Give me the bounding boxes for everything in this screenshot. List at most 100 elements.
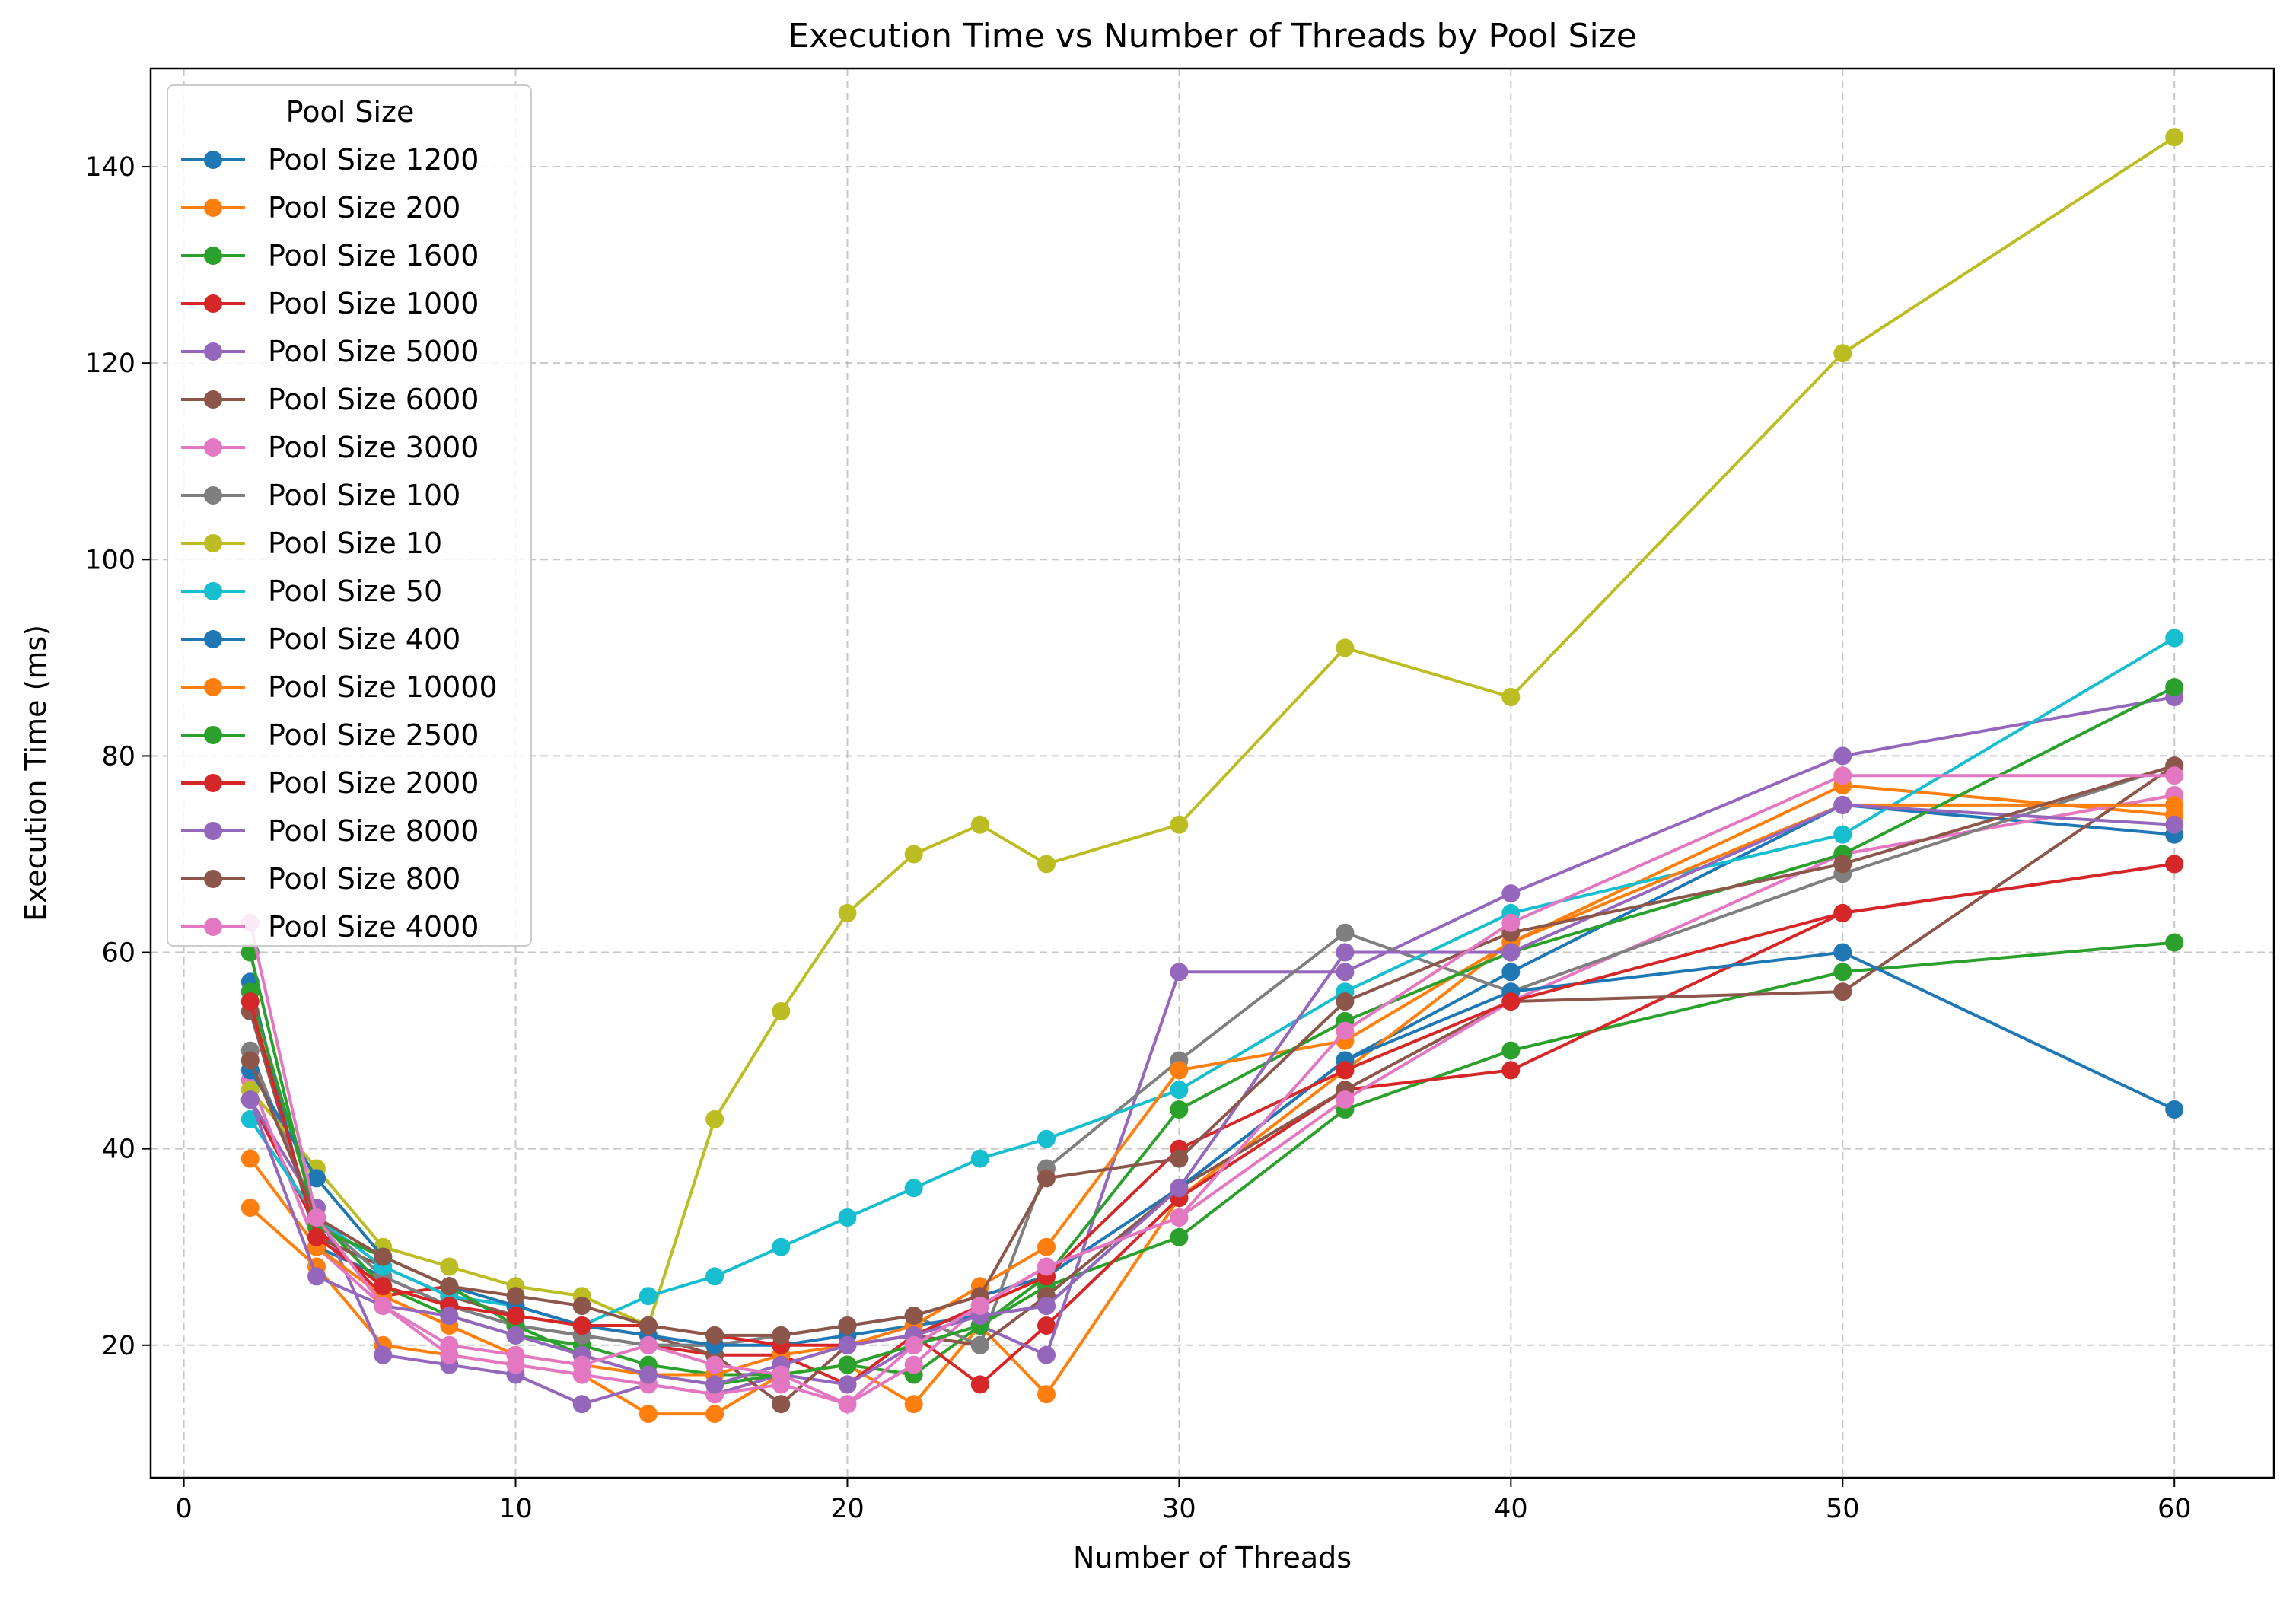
data-point <box>2165 629 2184 648</box>
data-point <box>1336 923 1355 942</box>
data-point <box>1833 963 1852 982</box>
legend-marker <box>204 582 222 600</box>
data-point <box>1501 688 1521 706</box>
legend-marker <box>204 438 222 457</box>
y-tick-label: 60 <box>101 938 135 969</box>
data-point <box>904 1307 923 1326</box>
data-point <box>307 1227 326 1246</box>
data-point <box>1501 943 1521 962</box>
data-point <box>240 1051 260 1070</box>
y-axis-label: Execution Time (ms) <box>19 625 53 922</box>
legend-label: Pool Size 50 <box>268 575 442 608</box>
data-point <box>2165 815 2184 834</box>
legend-entry: Pool Size 50 <box>181 575 442 608</box>
data-point <box>506 1307 525 1326</box>
data-point <box>307 1208 326 1227</box>
data-point <box>904 845 923 864</box>
data-point <box>904 1395 923 1414</box>
legend-label: Pool Size 3000 <box>268 431 479 464</box>
legend-title: Pool Size <box>286 95 415 129</box>
legend-entry: Pool Size 2000 <box>181 766 479 800</box>
data-point <box>1037 1345 1056 1364</box>
data-point <box>1833 746 1852 766</box>
data-point <box>904 1179 923 1198</box>
data-point <box>240 992 260 1011</box>
data-point <box>1336 1021 1355 1040</box>
series-line <box>248 764 2175 1337</box>
data-point <box>307 1267 326 1286</box>
data-point <box>1170 1061 1189 1080</box>
data-point <box>772 1395 791 1414</box>
data-point <box>838 1395 857 1414</box>
data-point <box>1170 1149 1189 1168</box>
data-point <box>1833 825 1852 844</box>
data-point <box>572 1395 591 1414</box>
data-point <box>1037 855 1056 874</box>
legend-entry: Pool Size 1600 <box>181 239 479 272</box>
legend-entry: Pool Size 800 <box>181 862 460 896</box>
data-point <box>970 1375 989 1394</box>
x-tick-label: 40 <box>1494 1494 1528 1524</box>
series-line <box>248 862 2175 1347</box>
data-point <box>705 1355 724 1374</box>
legend-marker <box>204 247 222 265</box>
axis-ticks: 0 10 20 30 40 50 60 20 40 60 80 100 120 140 <box>84 152 2191 1524</box>
x-axis-label: Number of Threads <box>1073 1541 1352 1574</box>
data-point <box>374 1345 393 1364</box>
legend-entry: Pool Size 1000 <box>181 287 479 320</box>
data-point <box>1336 992 1355 1011</box>
data-point <box>1833 903 1852 922</box>
x-tick-label: 50 <box>1826 1494 1860 1524</box>
chart-title: Execution Time vs Number of Threads by P… <box>788 17 1637 56</box>
legend-label: Pool Size 10000 <box>268 670 498 704</box>
data-point <box>1170 1081 1189 1100</box>
data-point <box>705 1326 724 1345</box>
legend-marker <box>204 774 222 792</box>
legend-marker <box>204 342 222 361</box>
data-point <box>970 1149 989 1168</box>
legend-label: Pool Size 2500 <box>268 718 479 752</box>
x-tick-label: 10 <box>498 1494 533 1524</box>
legend-entry: Pool Size 5000 <box>181 335 479 368</box>
data-point <box>1501 992 1521 1011</box>
data-point <box>838 1355 857 1374</box>
data-point <box>1037 1297 1056 1316</box>
data-point <box>1037 1385 1056 1404</box>
data-point <box>1170 1227 1189 1246</box>
plot-frame <box>149 67 2275 1479</box>
data-point <box>1501 884 1521 903</box>
data-point <box>970 1297 989 1316</box>
data-point <box>772 1365 791 1384</box>
data-point <box>705 1109 724 1128</box>
legend-marker <box>204 151 222 169</box>
data-point <box>1501 1041 1521 1060</box>
legend-entry: Pool Size 200 <box>181 191 460 224</box>
data-point <box>970 1335 989 1354</box>
data-point <box>772 1237 791 1256</box>
data-point <box>1833 766 1852 785</box>
data-point <box>638 1335 658 1354</box>
data-point <box>440 1277 459 1296</box>
data-point <box>772 1002 791 1020</box>
legend-entry: Pool Size 4000 <box>181 910 479 944</box>
y-tick-label: 120 <box>84 349 135 379</box>
legend-entry: Pool Size 10000 <box>181 670 498 704</box>
data-point <box>1336 943 1355 962</box>
data-point <box>240 1149 260 1168</box>
data-point <box>638 1287 658 1306</box>
data-point <box>506 1345 525 1364</box>
legend-label: Pool Size 100 <box>268 479 460 512</box>
data-point <box>440 1335 459 1354</box>
data-point <box>240 1198 260 1218</box>
data-point <box>1833 855 1852 874</box>
data-point <box>838 1316 857 1335</box>
data-point <box>572 1355 591 1374</box>
data-point <box>1037 1237 1056 1256</box>
legend-entry: Pool Size 3000 <box>181 431 479 464</box>
legend-marker <box>204 918 222 936</box>
data-point <box>838 903 857 922</box>
series-line <box>249 636 2176 1327</box>
legend-label: Pool Size 1600 <box>268 239 479 272</box>
legend-marker <box>204 294 222 313</box>
